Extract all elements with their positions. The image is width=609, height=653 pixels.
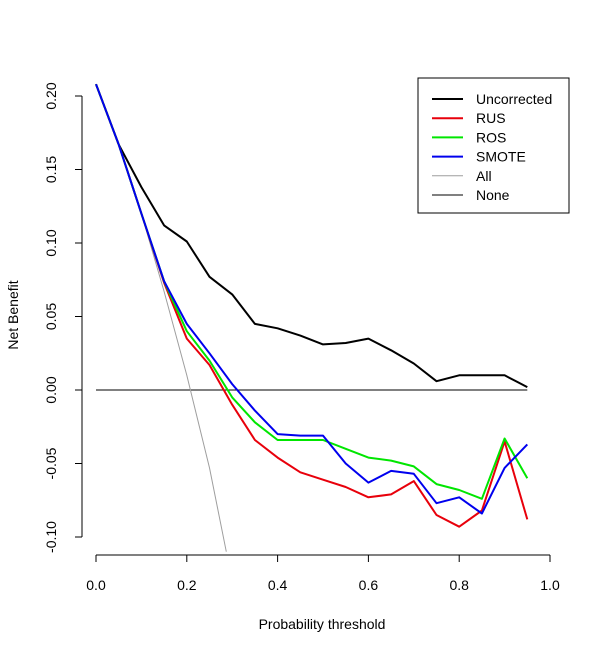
x-tick-label: 0.8 (449, 577, 469, 593)
legend-label-none: None (476, 187, 510, 203)
series-line-uncorrected (95, 83, 528, 388)
series-line-rus (95, 83, 529, 528)
y-tick-label: 0.00 (43, 376, 59, 403)
x-tick-label: 1.0 (540, 577, 560, 593)
y-axis-title: Net Benefit (5, 280, 21, 349)
legend-box (417, 77, 570, 214)
y-tick-label: 0.20 (43, 82, 59, 109)
y-axis: -0.10 -0.05 0.00 0.05 0.10 0.15 0.20 (43, 82, 83, 553)
y-tick-label: 0.10 (43, 229, 59, 256)
x-tick-label: 0.4 (268, 577, 288, 593)
x-axis-title: Probability threshold (259, 616, 386, 632)
series-line-smote (95, 83, 529, 515)
plot-area (95, 83, 529, 552)
x-tick-label: 0.0 (86, 577, 106, 593)
legend-label-ros: ROS (476, 129, 506, 145)
legend-label-smote: SMOTE (476, 149, 526, 165)
x-tick-label: 0.6 (359, 577, 379, 593)
x-axis: 0.0 0.2 0.4 0.6 0.8 1.0 (86, 554, 560, 593)
y-tick-label: 0.05 (43, 303, 59, 330)
x-tick-label: 0.2 (177, 577, 197, 593)
y-tick-label: -0.05 (43, 447, 59, 479)
legend: Uncorrected RUS ROS SMOTE All None (417, 77, 570, 214)
legend-label-rus: RUS (476, 110, 506, 126)
legend-label-uncorrected: Uncorrected (476, 91, 552, 107)
legend-label-all: All (476, 168, 492, 184)
y-tick-label: 0.15 (43, 156, 59, 183)
y-tick-label: -0.10 (43, 521, 59, 553)
series-line-all (95, 84, 227, 552)
